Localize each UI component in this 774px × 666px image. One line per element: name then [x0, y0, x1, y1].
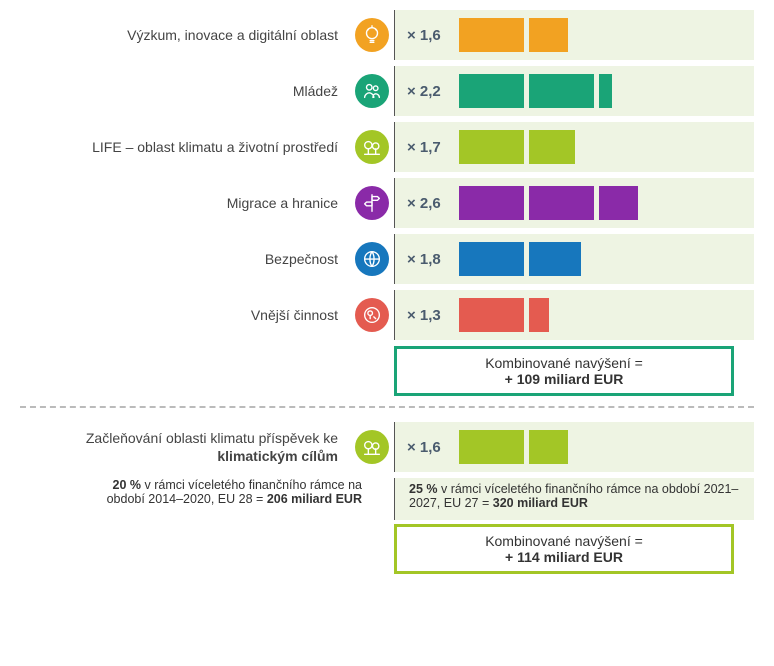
category-label: Vnější činnost — [20, 307, 350, 323]
bar-segment — [459, 186, 524, 220]
climate-multiplier: × 1,6 — [407, 439, 459, 456]
multiplier: × 1,7 — [407, 139, 459, 156]
right-val: 320 miliard EUR — [493, 496, 588, 510]
globe-icon — [355, 242, 389, 276]
bar-segment — [459, 430, 524, 464]
bar-segment — [459, 74, 524, 108]
category-row: Mládež × 2,2 — [20, 66, 754, 116]
category-label: LIFE – oblast klimatu a životní prostřed… — [20, 139, 350, 155]
bar-group — [459, 18, 568, 52]
summary-value: + 109 miliard EUR — [505, 371, 624, 387]
summary-prefix: Kombinované navýšení = — [485, 355, 643, 371]
bar-segment — [459, 242, 524, 276]
multiplier: × 1,8 — [407, 251, 459, 268]
bar-group — [459, 298, 549, 332]
bar-group — [459, 74, 612, 108]
climate-row: Začleňování oblasti klimatu příspěvek ke… — [20, 422, 754, 472]
left-val: 206 miliard EUR — [267, 492, 362, 506]
bar-segment — [599, 186, 638, 220]
trees-icon — [355, 130, 389, 164]
summary-prefix: Kombinované navýšení = — [485, 533, 643, 549]
pin-icon — [355, 298, 389, 332]
category-label: Migrace a hranice — [20, 195, 350, 211]
sign-icon — [355, 186, 389, 220]
bar-segment — [459, 298, 524, 332]
left-pct: 20 % — [113, 478, 142, 492]
bar-segment — [529, 186, 594, 220]
bar-segment — [529, 430, 568, 464]
footnote-left: 20 % v rámci víceletého finančního rámce… — [20, 478, 394, 520]
category-row: Bezpečnost × 1,8 — [20, 234, 754, 284]
bar-segment — [599, 74, 612, 108]
climate-label: Začleňování oblasti klimatu příspěvek ke… — [20, 429, 350, 465]
bar-segment — [529, 130, 575, 164]
footnote-right: 25 % v rámci víceletého finančního rámce… — [394, 478, 754, 520]
category-row: Výzkum, inovace a digitální oblast × 1,6 — [20, 10, 754, 60]
bar-segment — [529, 242, 581, 276]
bar-segment — [529, 18, 568, 52]
category-label: Mládež — [20, 83, 350, 99]
bar-segment — [459, 18, 524, 52]
category-label: Výzkum, inovace a digitální oblast — [20, 27, 350, 43]
multiplier: × 1,6 — [407, 27, 459, 44]
people-icon — [355, 74, 389, 108]
section-divider — [20, 406, 754, 408]
bar-group — [459, 130, 575, 164]
bulb-icon — [355, 18, 389, 52]
category-row: Vnější činnost × 1,3 — [20, 290, 754, 340]
climate-label-prefix: Začleňování oblasti klimatu příspěvek ke — [86, 430, 338, 446]
summary-box-2: Kombinované navýšení = + 114 miliard EUR — [394, 524, 734, 574]
bar-group — [459, 242, 581, 276]
bar-segment — [529, 74, 594, 108]
footnote-row: 20 % v rámci víceletého finančního rámce… — [20, 478, 754, 520]
summary-value: + 114 miliard EUR — [505, 549, 623, 565]
climate-bars — [459, 430, 568, 464]
trees-icon — [355, 430, 389, 464]
climate-label-bold: klimatickým cílům — [217, 448, 338, 464]
bar-group — [459, 186, 638, 220]
bar-segment — [529, 298, 549, 332]
category-row: Migrace a hranice × 2,6 — [20, 178, 754, 228]
category-label: Bezpečnost — [20, 251, 350, 267]
multiplier: × 1,3 — [407, 307, 459, 324]
bar-segment — [459, 130, 524, 164]
multiplier: × 2,6 — [407, 195, 459, 212]
summary-box-1: Kombinované navýšení = + 109 miliard EUR — [394, 346, 734, 396]
multiplier: × 2,2 — [407, 83, 459, 100]
category-row: LIFE – oblast klimatu a životní prostřed… — [20, 122, 754, 172]
right-pct: 25 % — [409, 482, 438, 496]
